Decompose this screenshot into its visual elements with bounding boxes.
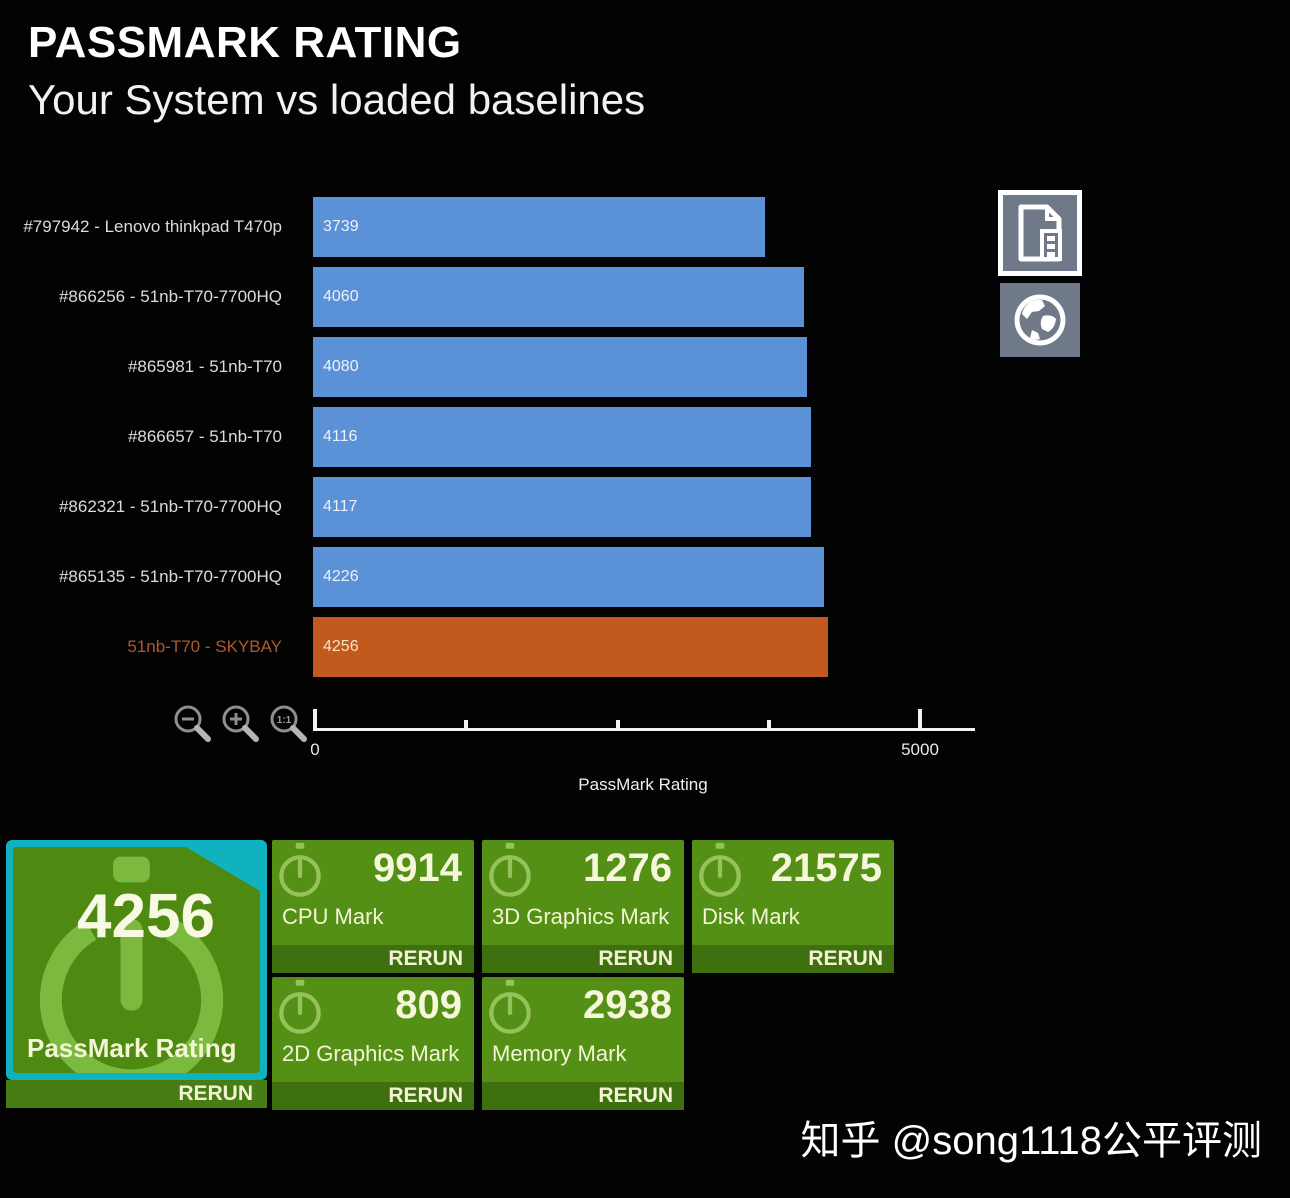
bar-value: 3739 — [323, 218, 359, 235]
rating-label: PassMark Rating — [27, 1033, 237, 1063]
bar-value: 4116 — [323, 428, 358, 445]
baseline-chart: #797942 - Lenovo thinkpad T470p 3739 #86… — [0, 192, 1290, 682]
rerun-cpu-button[interactable]: RERUN — [272, 945, 474, 973]
zoom-in-button[interactable] — [218, 703, 264, 751]
baseline-label: #797942 - Lenovo thinkpad T470p — [23, 217, 282, 236]
zoom-out-button[interactable] — [170, 703, 216, 751]
zoom-in-icon — [222, 705, 259, 742]
axis-tick — [918, 709, 922, 731]
2d-graphics-mark-tile[interactable]: 809 2D Graphics Mark RERUN — [272, 977, 474, 1110]
rerun-2d-button[interactable]: RERUN — [272, 1082, 474, 1110]
rerun-disk-button[interactable]: RERUN — [692, 945, 894, 973]
cpu-mark-value: 9914 — [373, 846, 462, 890]
rating-value: 4256 — [77, 882, 215, 951]
baseline-bar[interactable]: 4116 — [313, 407, 811, 467]
report-document-icon — [1018, 204, 1062, 262]
rating-tile-body: 4256 PassMark Rating — [13, 847, 260, 1073]
chart-row: #862321 - 51nb-T70-7700HQ 4117 — [0, 472, 1100, 542]
stopwatch-icon — [279, 979, 321, 1034]
chart-row: #866657 - 51nb-T70 4116 — [0, 402, 1100, 472]
zoom-1to1-icon: 1:1 — [270, 705, 307, 742]
svg-text:1:1: 1:1 — [277, 715, 292, 726]
cpu-mark-tile[interactable]: 9914 CPU Mark RERUN — [272, 840, 474, 973]
axis-tick — [464, 720, 468, 731]
current-system-label: 51nb-T70 - SKYBAY — [127, 637, 282, 656]
page-title: PASSMARK RATING — [28, 18, 462, 67]
rerun-3d-button[interactable]: RERUN — [482, 945, 684, 973]
bar-value: 4226 — [323, 568, 359, 585]
chart-row: #865135 - 51nb-T70-7700HQ 4226 — [0, 542, 1100, 612]
rerun-memory-button[interactable]: RERUN — [482, 1082, 684, 1110]
rerun-rating-button[interactable]: RERUN — [6, 1080, 267, 1108]
2d-graphics-mark-label: 2D Graphics Mark — [282, 1041, 460, 1066]
rating-tile-frame: 4256 PassMark Rating — [6, 840, 267, 1080]
memory-mark-value: 2938 — [583, 983, 672, 1027]
chart-row: #797942 - Lenovo thinkpad T470p 3739 — [0, 192, 1100, 262]
2d-graphics-mark-value: 809 — [395, 983, 462, 1027]
bar-value: 4117 — [323, 498, 358, 515]
memory-mark-label: Memory Mark — [492, 1041, 627, 1066]
baseline-bar[interactable]: 4060 — [313, 267, 804, 327]
disk-mark-tile[interactable]: 21575 Disk Mark RERUN — [692, 840, 894, 973]
baseline-label: #866657 - 51nb-T70 — [127, 427, 282, 446]
disk-mark-label: Disk Mark — [702, 904, 800, 929]
axis-tick — [616, 720, 620, 731]
baseline-bar[interactable]: 3739 — [313, 197, 765, 257]
3d-graphics-mark-value: 1276 — [583, 846, 672, 890]
stopwatch-icon — [489, 979, 531, 1034]
3d-graphics-mark-label: 3D Graphics Mark — [492, 904, 670, 929]
zoom-controls: 1:1 — [170, 703, 312, 751]
stopwatch-icon — [699, 842, 741, 897]
chart-row: #865981 - 51nb-T70 4080 — [0, 332, 1100, 402]
disk-mark-value: 21575 — [770, 846, 882, 890]
watermark: 知乎 @song1118公平评测 — [800, 1119, 1262, 1163]
stopwatch-icon — [279, 842, 321, 897]
zoom-reset-button[interactable]: 1:1 — [266, 703, 312, 751]
bar-value: 4256 — [323, 638, 359, 655]
report-button[interactable] — [998, 190, 1082, 276]
chart-row: 51nb-T70 - SKYBAY 4256 — [0, 612, 1100, 682]
memory-mark-tile[interactable]: 2938 Memory Mark RERUN — [482, 977, 684, 1110]
bar-value: 4080 — [323, 358, 359, 375]
baseline-label: #866256 - 51nb-T70-7700HQ — [58, 287, 282, 306]
baseline-bar[interactable]: 4117 — [313, 477, 811, 537]
axis-title: PassMark Rating — [578, 775, 708, 794]
cpu-mark-label: CPU Mark — [282, 904, 384, 929]
baseline-label: #865135 - 51nb-T70-7700HQ — [58, 567, 282, 586]
current-system-bar[interactable]: 4256 — [313, 617, 828, 677]
zoom-out-icon — [174, 705, 211, 742]
baseline-bar[interactable]: 4080 — [313, 337, 807, 397]
axis-line — [313, 728, 975, 731]
baseline-label: #862321 - 51nb-T70-7700HQ — [58, 497, 282, 516]
stopwatch-icon — [489, 842, 531, 897]
3d-graphics-mark-tile[interactable]: 1276 3D Graphics Mark RERUN — [482, 840, 684, 973]
globe-icon — [1014, 294, 1066, 346]
passmark-rating-tile[interactable]: 4256 PassMark Rating RERUN — [6, 840, 267, 1108]
page-subtitle: Your System vs loaded baselines — [28, 76, 646, 123]
axis-tick-label: 5000 — [901, 740, 939, 759]
baseline-bar[interactable]: 4226 — [313, 547, 824, 607]
stopwatch-logo-icon — [39, 856, 224, 1073]
bar-value: 4060 — [323, 288, 359, 305]
axis-tick-label: 0 — [310, 740, 320, 759]
baseline-label: #865981 - 51nb-T70 — [127, 357, 282, 376]
axis-tick — [313, 709, 317, 731]
chart-row: #866256 - 51nb-T70-7700HQ 4060 — [0, 262, 1100, 332]
axis-tick — [767, 720, 771, 731]
tile-corner-accent — [186, 847, 260, 891]
web-button[interactable] — [1000, 283, 1080, 357]
